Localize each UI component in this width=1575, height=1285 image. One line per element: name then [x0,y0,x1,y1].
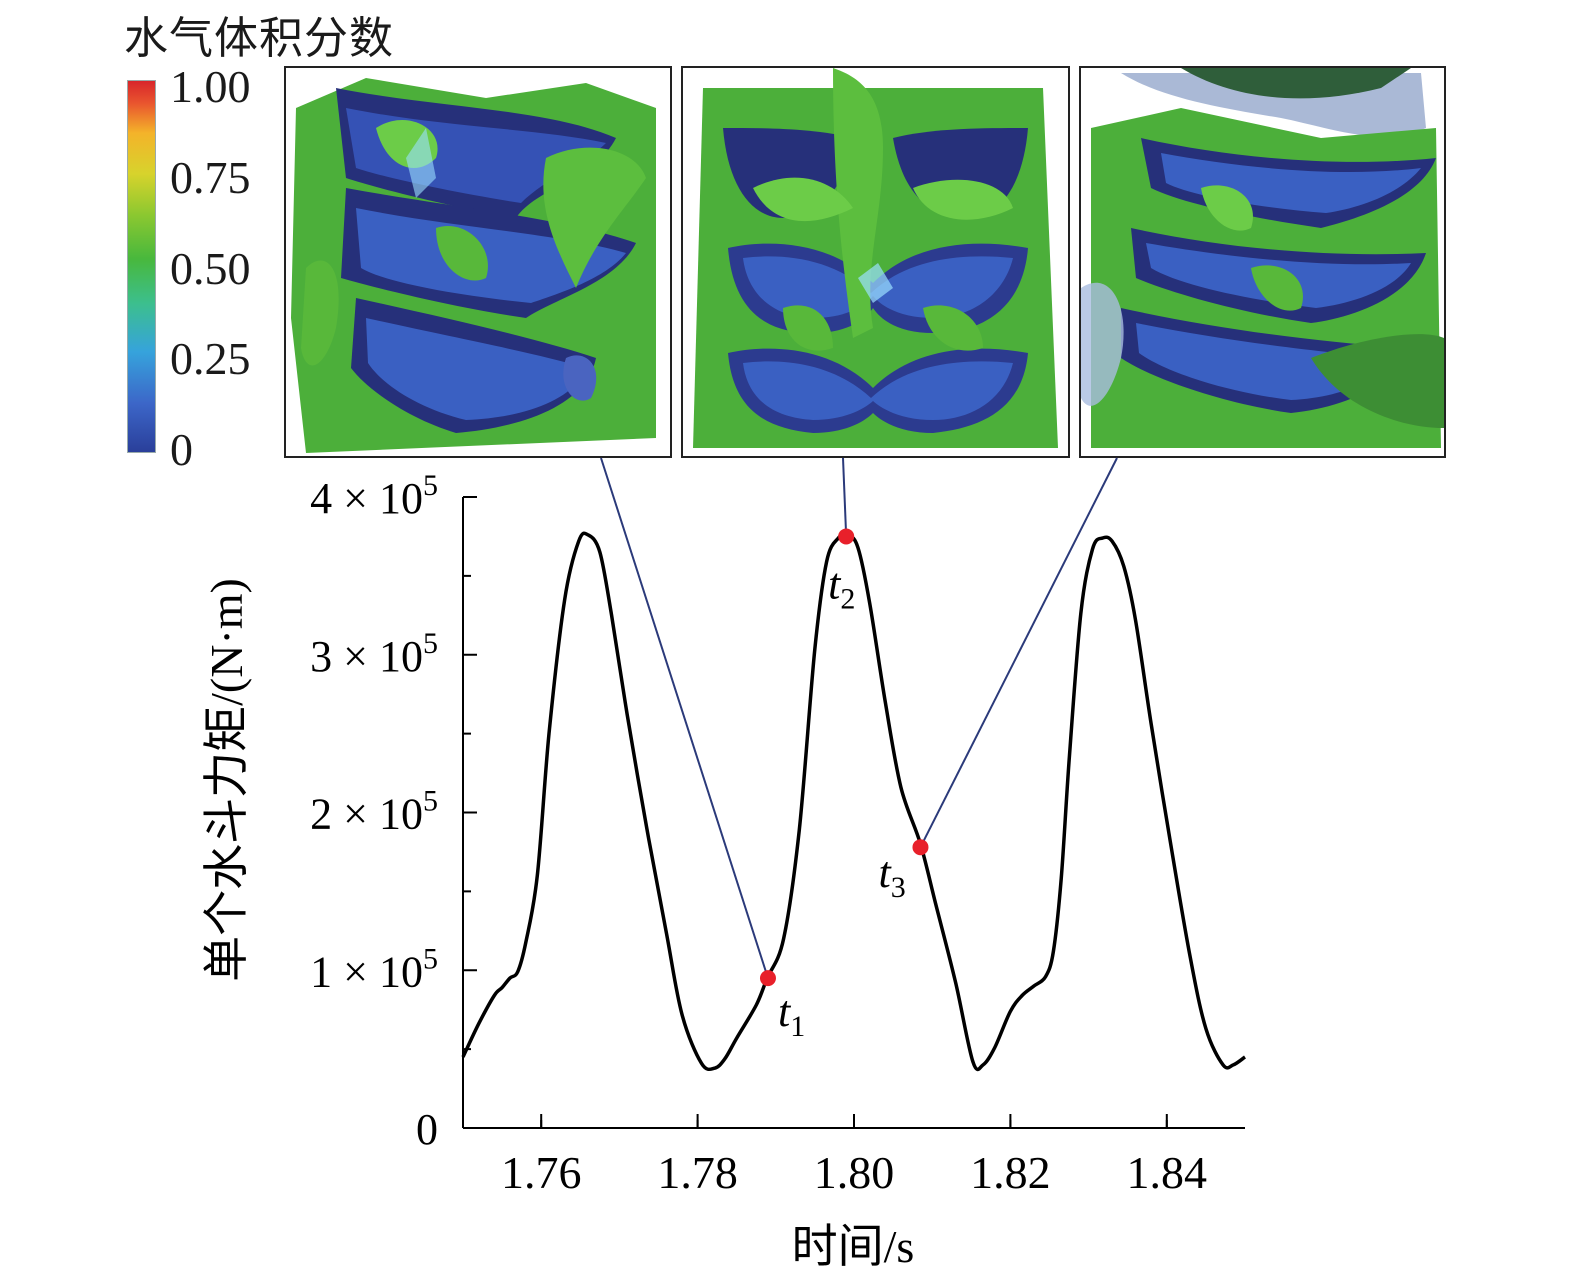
colorbar-tick-label: 1.00 [170,61,251,112]
y-tick-label: 2 × 105 [310,785,438,839]
marker-label-letter: t [828,559,842,608]
y-tick-label: 3 × 105 [310,627,438,681]
y-tick-coef: 2 × 10 [310,790,423,839]
x-tick-label: 1.80 [814,1147,895,1198]
y-tick-exponent: 5 [423,942,438,975]
leader-line-t2 [842,457,848,537]
y-tick-exponent: 5 [423,469,438,502]
marker-point-t3 [912,839,929,856]
y-tick-exponent: 5 [423,785,438,818]
colorbar [127,80,156,453]
x-tick-label: 1.82 [970,1147,1051,1198]
y-axis-label: 单个水斗力矩/(N·m) [201,578,252,982]
inset-panel-t1 [284,66,672,458]
flow-visualization-t3 [1081,68,1444,456]
y-tick-label: 1 × 105 [310,942,438,996]
y-tick-coef: 1 × 10 [310,947,423,996]
colorbar-tick-label: 0.25 [170,333,251,384]
y-tick-coef: 3 × 10 [310,632,423,681]
inset-panel-t2 [681,66,1070,458]
leader-lines [600,457,1118,979]
colorbar-title: 水气体积分数 [124,13,394,64]
x-tick-label: 1.84 [1127,1147,1208,1198]
x-tick-label: 1.76 [501,1147,582,1198]
marker-label-subscript: 2 [840,582,855,615]
y-tick-coef: 4 × 10 [310,474,423,523]
colorbar-tick-label: 0.75 [170,152,251,203]
marker-label-t3: t3 [878,848,905,904]
x-axis-label: 时间/s [792,1221,915,1272]
colorbar-tick-label: 0.50 [170,243,251,294]
y-tick-coef: 0 [416,1105,438,1154]
marker-point-t2 [838,528,855,545]
y-tick-label: 0 [416,1105,438,1154]
inset-panel-t3 [1079,66,1446,458]
leader-line-t3 [919,457,1118,848]
marker-point-t1 [759,970,776,987]
flow-visualization-t1 [286,68,670,456]
y-tick-label: 4 × 105 [310,469,438,523]
leader-line-t1 [600,457,769,979]
y-tick-exponent: 5 [423,627,438,660]
marker-label-subscript: 1 [790,1010,805,1043]
marker-label-subscript: 3 [891,871,906,904]
x-tick-label: 1.78 [657,1147,738,1198]
colorbar-tick-label: 0 [170,424,193,475]
marker-label-letter: t [778,987,792,1036]
flow-visualization-t2 [683,68,1068,456]
marker-label-t2: t2 [828,559,855,615]
marker-label-t1: t1 [778,987,805,1043]
marker-label-letter: t [878,848,892,897]
